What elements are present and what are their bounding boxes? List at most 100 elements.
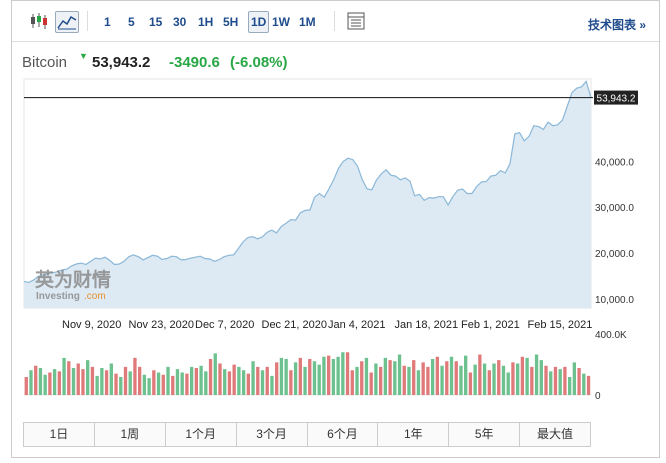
candlestick-icon[interactable]: [28, 11, 50, 31]
x-tick-label: Dec 21, 2020: [262, 319, 327, 331]
volume-bar: [506, 372, 510, 395]
price-change-percent: (-6.08%): [230, 54, 288, 71]
x-tick-label: Nov 9, 2020: [62, 319, 121, 331]
volume-bar: [218, 363, 222, 395]
volume-bar: [237, 366, 241, 395]
range-tab-2[interactable]: 1个月: [166, 423, 237, 446]
volume-bar: [473, 364, 477, 395]
volume-bar: [166, 366, 170, 395]
timeframe-15[interactable]: 15: [149, 15, 163, 29]
volume-bar: [539, 360, 543, 395]
volume-bar: [123, 366, 128, 395]
volume-bar: [138, 366, 142, 395]
volume-bar: [81, 369, 85, 395]
volume-bar: [265, 366, 269, 395]
technical-chart-link[interactable]: 技术图表 »: [587, 18, 646, 32]
price-chart[interactable]: 53,943.2 10,000.0 20,000.0 30,000.0 40,000.0…: [12, 1, 659, 421]
volume-bar: [487, 370, 491, 395]
timeframe-1d[interactable]: 1D: [248, 11, 270, 33]
volume-bar: [133, 357, 137, 395]
volume-bar: [449, 356, 454, 395]
volume-bar: [43, 374, 47, 395]
range-tab-6[interactable]: 5年: [449, 423, 521, 446]
volume-bar: [161, 374, 165, 395]
volume-bar: [67, 361, 71, 395]
volume-bar: [114, 373, 118, 395]
timeframe-5[interactable]: 5: [128, 15, 135, 29]
volume-bar: [156, 372, 161, 395]
volume-bar: [393, 361, 397, 395]
volume-bar: [57, 371, 61, 395]
volume-bar: [407, 366, 411, 395]
y-tick-label: 40,000.0: [595, 157, 634, 168]
volume-bar: [175, 369, 180, 395]
price-arrow-icon: ▼: [79, 51, 88, 61]
y-tick-label: 10,000.0: [595, 295, 634, 306]
volume-bar: [520, 356, 525, 395]
volume-bar: [421, 362, 425, 395]
volume-bar: [525, 357, 529, 395]
volume-bar: [501, 365, 506, 395]
timeframe-1w[interactable]: 1W: [272, 15, 290, 29]
volume-bar: [312, 361, 317, 395]
timeframe-5h[interactable]: 5H: [223, 15, 239, 29]
range-tab-4[interactable]: 6个月: [308, 423, 379, 446]
timeframe-30[interactable]: 30: [173, 15, 187, 29]
range-tab-7[interactable]: 最大值: [537, 427, 574, 441]
volume-bar: [572, 362, 577, 395]
volume-bar: [90, 366, 95, 395]
volume-bar: [374, 363, 378, 395]
volume-bar: [241, 370, 246, 395]
x-tick-label: Jan 18, 2021: [395, 319, 459, 331]
volume-bar: [582, 373, 586, 395]
volume-bar: [416, 370, 421, 395]
range-tab-5[interactable]: 1年: [378, 423, 450, 446]
volume-bar: [204, 371, 208, 395]
price-line: [23, 80, 592, 284]
volume-bar: [109, 363, 113, 395]
volume-bar: [341, 352, 345, 395]
current-price-label: 53,943.2: [597, 94, 636, 105]
volume-axis-zero-label: 0: [595, 391, 601, 402]
volume-bar: [223, 369, 227, 395]
timeframe-1m[interactable]: 1M: [299, 15, 316, 29]
volume-bar: [563, 366, 567, 395]
volume-bar: [251, 361, 255, 395]
time-range-bar: 1日 1周 1个月 3个月 6个月 1年 5年 最大值: [23, 422, 591, 447]
y-tick-label: 20,000.0: [595, 249, 634, 260]
volume-bar: [440, 365, 444, 395]
x-tick-label: Feb 1, 2021: [461, 319, 520, 331]
table-icon[interactable]: [345, 11, 367, 31]
timeframe-1[interactable]: 1: [104, 15, 111, 29]
volume-bar: [383, 357, 388, 395]
volume-bar: [62, 357, 66, 395]
range-tab-0[interactable]: 1日: [24, 423, 95, 446]
volume-bar: [567, 377, 572, 395]
volume-bar: [270, 375, 274, 395]
volume-bar: [275, 362, 279, 395]
volume-bar: [208, 359, 213, 395]
area-chart-icon[interactable]: [55, 11, 79, 33]
volume-bar: [279, 357, 284, 395]
range-tab-3[interactable]: 3个月: [237, 423, 308, 446]
volume-bar: [464, 355, 468, 395]
volume-bar: [284, 359, 288, 395]
volume-bar: [378, 366, 383, 395]
volume-bar: [100, 368, 104, 395]
volume-bar: [29, 370, 33, 395]
volume-bar: [360, 361, 364, 395]
timeframe-1h[interactable]: 1H: [198, 15, 214, 29]
watermark-suffix: .com: [84, 291, 106, 302]
volume-bar: [95, 375, 99, 395]
volume-bar: [497, 360, 501, 395]
range-tab-1[interactable]: 1周: [95, 423, 166, 446]
volume-bar: [199, 365, 203, 395]
watermark-en: Investing: [36, 291, 80, 302]
volume-bar: [227, 371, 232, 395]
volume-bar: [369, 372, 373, 395]
volume-bar: [147, 378, 151, 395]
volume-bar: [303, 366, 307, 395]
volume-bar: [24, 377, 28, 395]
volume-bar: [48, 372, 52, 395]
y-tick-label: 30,000.0: [595, 203, 634, 214]
